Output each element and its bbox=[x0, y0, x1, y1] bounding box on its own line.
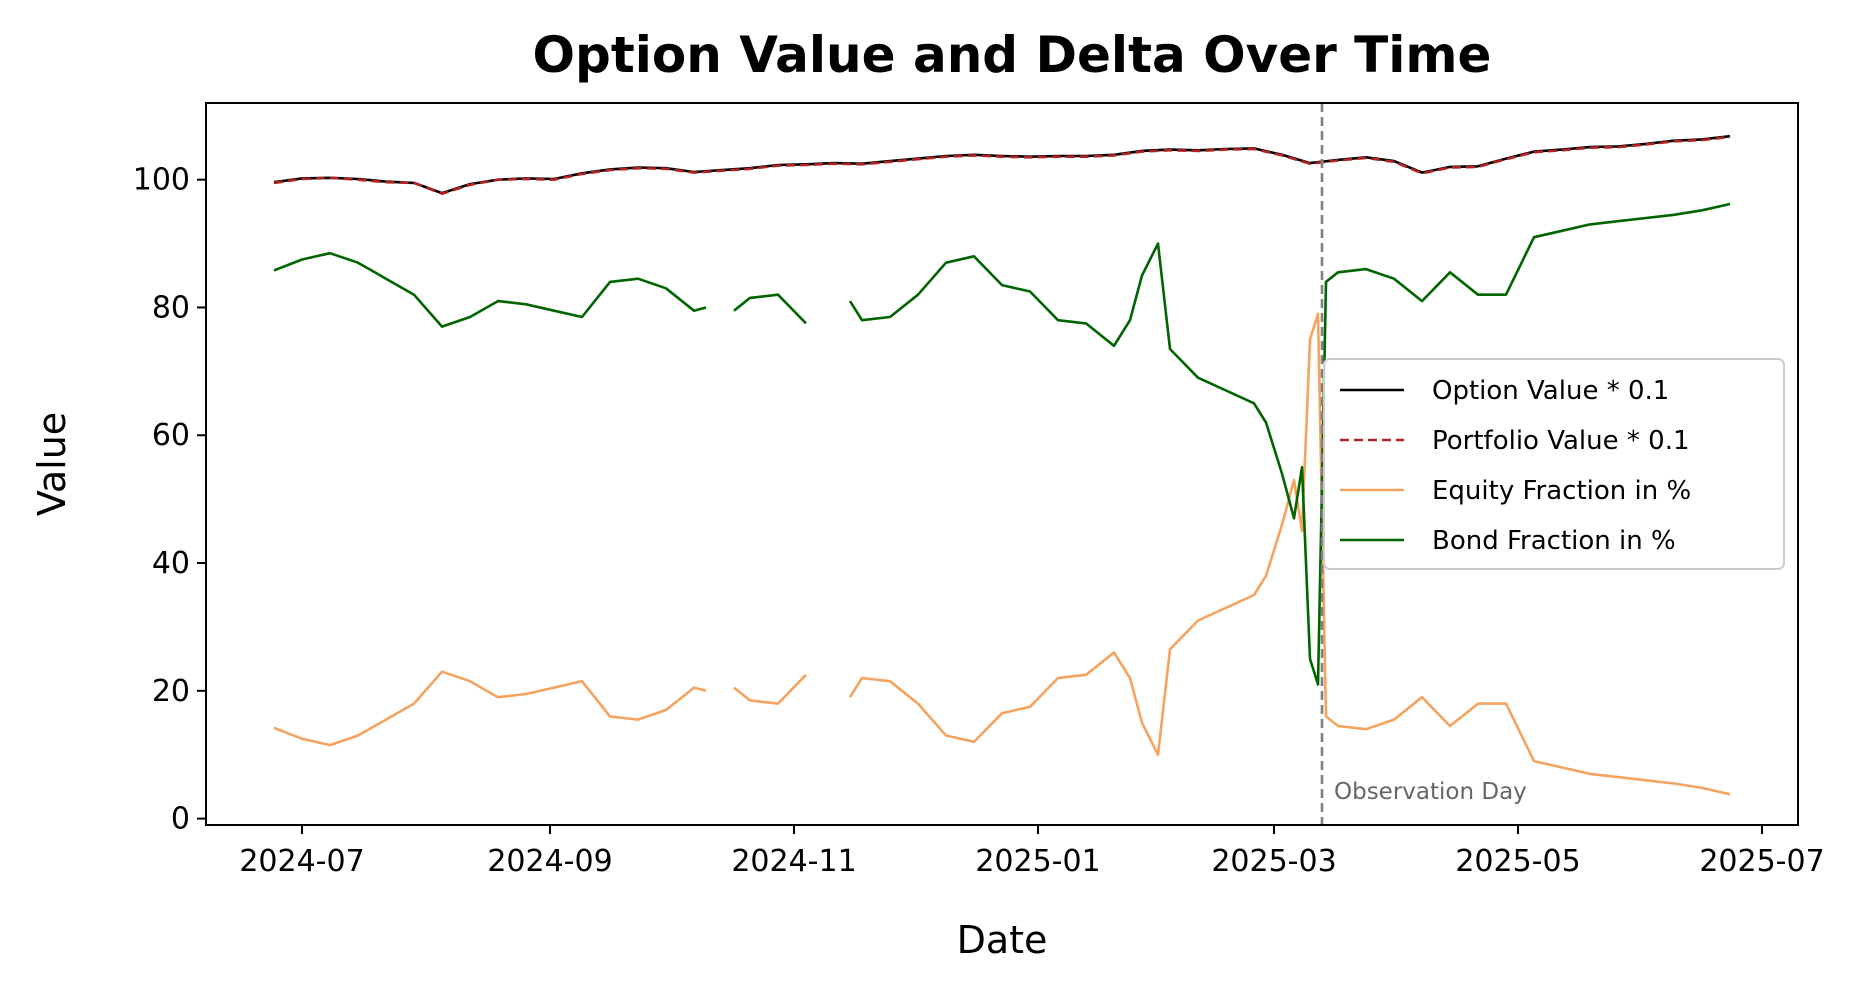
x-tick-label: 2024-09 bbox=[487, 844, 612, 879]
legend-label-option-value-0-1: Option Value * 0.1 bbox=[1432, 376, 1669, 406]
legend-label-portfolio-value-0-1: Portfolio Value * 0.1 bbox=[1432, 426, 1690, 456]
y-tick-label: 60 bbox=[152, 418, 190, 453]
x-tick-label: 2025-07 bbox=[1699, 844, 1824, 879]
legend-items: Option Value * 0.1 Portfolio Value * 0.1 E… bbox=[1340, 376, 1691, 556]
series-line-bond-fraction-in bbox=[273, 202, 1731, 686]
observation-day-label: Observation Day bbox=[1334, 779, 1527, 805]
y-axis: 0 20 40 60 80 100 bbox=[133, 163, 206, 837]
legend-label-equity-fraction-in: Equity Fraction in % bbox=[1432, 476, 1691, 506]
plot-frame bbox=[205, 102, 1799, 826]
x-tick-label: 2024-11 bbox=[731, 844, 856, 879]
legend: Option Value * 0.1 Portfolio Value * 0.1 E… bbox=[1323, 358, 1785, 570]
x-axis-title: Date bbox=[957, 918, 1048, 962]
y-tick-label: 100 bbox=[133, 163, 190, 198]
y-tick-label: 80 bbox=[152, 290, 190, 325]
legend-label-bond-fraction-in: Bond Fraction in % bbox=[1432, 526, 1676, 556]
y-tick-label: 40 bbox=[152, 546, 190, 581]
series-line-equity-fraction-in bbox=[273, 312, 1731, 796]
y-tick-label: 0 bbox=[171, 802, 190, 837]
series-layer bbox=[273, 134, 1731, 796]
x-axis: 2024-07 2024-09 2024-11 2025-01 2025-03 2025-… bbox=[239, 825, 1825, 879]
y-axis-title: Value bbox=[30, 412, 74, 516]
chart-title: Option Value and Delta Over Time bbox=[533, 26, 1492, 84]
annotation-layer: Observation Day bbox=[1320, 103, 1527, 825]
x-tick-label: 2025-03 bbox=[1211, 844, 1336, 879]
legend-box bbox=[1323, 358, 1785, 570]
series-line-portfolio-value-0-1 bbox=[273, 135, 1731, 195]
x-tick-label: 2025-05 bbox=[1455, 844, 1580, 879]
x-tick-label: 2025-01 bbox=[975, 844, 1100, 879]
y-tick-label: 20 bbox=[152, 674, 190, 709]
x-tick-label: 2024-07 bbox=[239, 844, 364, 879]
